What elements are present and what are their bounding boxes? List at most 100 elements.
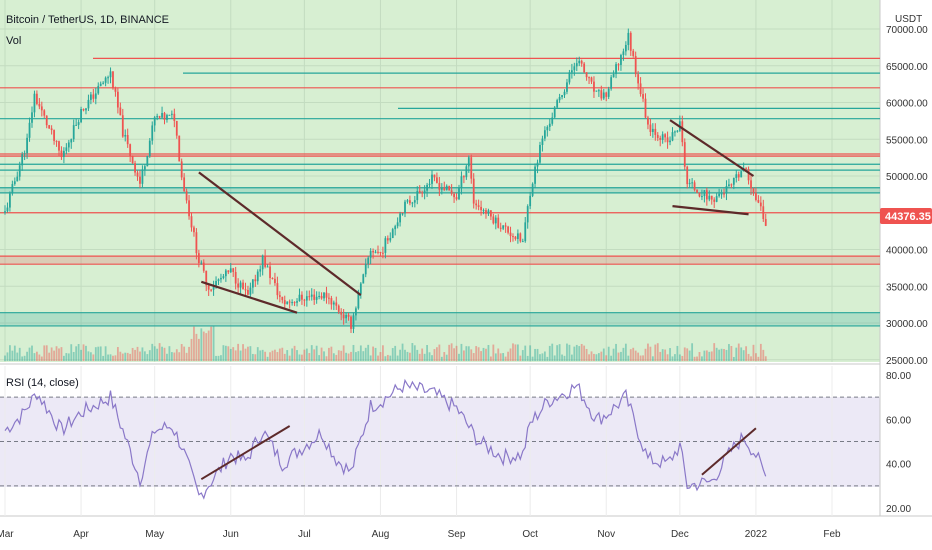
candle-body[interactable] — [80, 108, 82, 123]
candle-body[interactable] — [99, 83, 102, 86]
candle-body[interactable] — [644, 98, 647, 118]
candle-body[interactable] — [431, 174, 433, 184]
candle-body[interactable] — [77, 122, 80, 125]
candle-body[interactable] — [543, 130, 546, 139]
candle-body[interactable] — [55, 140, 58, 142]
candle-body[interactable] — [362, 274, 365, 284]
candle-body[interactable] — [215, 281, 217, 287]
candle-body[interactable] — [548, 123, 551, 127]
candle-body[interactable] — [239, 282, 242, 288]
candle-body[interactable] — [627, 32, 630, 45]
candle-body[interactable] — [242, 282, 244, 290]
candle-body[interactable] — [65, 147, 68, 151]
candle-body[interactable] — [288, 301, 291, 303]
candle-body[interactable] — [33, 93, 36, 113]
candle-body[interactable] — [75, 124, 78, 126]
candle-body[interactable] — [224, 270, 227, 277]
candle-body[interactable] — [440, 187, 443, 190]
candle-body[interactable] — [266, 266, 269, 268]
candle-body[interactable] — [764, 218, 767, 226]
candle-body[interactable] — [610, 77, 613, 89]
candle-body[interactable] — [320, 295, 323, 299]
candle-body[interactable] — [249, 287, 252, 295]
candle-body[interactable] — [519, 233, 522, 242]
candle-body[interactable] — [762, 206, 765, 219]
candle-body[interactable] — [745, 168, 748, 170]
candle-body[interactable] — [180, 161, 183, 178]
candle-body[interactable] — [607, 88, 610, 97]
candle-body[interactable] — [185, 191, 188, 201]
candle-body[interactable] — [588, 77, 590, 79]
candle-body[interactable] — [683, 142, 686, 167]
candle-body[interactable] — [161, 113, 163, 118]
candle-body[interactable] — [139, 176, 141, 184]
candle-body[interactable] — [752, 188, 755, 193]
candle-body[interactable] — [31, 112, 33, 123]
candle-body[interactable] — [104, 77, 107, 83]
candle-body[interactable] — [298, 294, 301, 302]
candle-body[interactable] — [573, 66, 576, 71]
candle-body[interactable] — [50, 128, 53, 131]
candle-body[interactable] — [205, 270, 208, 286]
candle-body[interactable] — [293, 302, 296, 304]
candle-body[interactable] — [207, 285, 210, 290]
candle-body[interactable] — [281, 296, 284, 301]
candle-body[interactable] — [232, 268, 235, 272]
candle-body[interactable] — [67, 142, 70, 148]
candle-body[interactable] — [755, 192, 757, 201]
candle-body[interactable] — [624, 44, 627, 52]
candle-body[interactable] — [45, 115, 48, 126]
candle-body[interactable] — [470, 157, 473, 179]
candle-body[interactable] — [664, 134, 667, 138]
candle-body[interactable] — [750, 180, 752, 189]
candle-body[interactable] — [175, 120, 178, 136]
candle-body[interactable] — [561, 95, 563, 98]
candle-body[interactable] — [11, 184, 14, 194]
candle-body[interactable] — [433, 174, 436, 178]
candle-body[interactable] — [92, 94, 95, 99]
candles[interactable] — [4, 28, 767, 334]
candle-body[interactable] — [367, 257, 370, 264]
candle-body[interactable] — [676, 130, 679, 132]
candle-body[interactable] — [286, 301, 289, 305]
candle-body[interactable] — [107, 77, 109, 79]
candle-body[interactable] — [666, 137, 669, 143]
candle-body[interactable] — [43, 110, 46, 116]
candle-body[interactable] — [323, 292, 325, 299]
candle-body[interactable] — [303, 299, 306, 301]
candle-body[interactable] — [247, 289, 249, 295]
candle-body[interactable] — [705, 190, 708, 200]
candle-body[interactable] — [274, 278, 276, 284]
candle-body[interactable] — [583, 63, 586, 73]
candle-body[interactable] — [747, 169, 750, 181]
candle-body[interactable] — [276, 283, 279, 296]
candle-body[interactable] — [467, 157, 470, 167]
candle-body[interactable] — [170, 113, 173, 115]
candle-body[interactable] — [261, 255, 264, 270]
candle-body[interactable] — [305, 296, 308, 301]
candle-body[interactable] — [188, 200, 190, 217]
time-tick-label[interactable]: 2022 — [745, 529, 768, 540]
candle-body[interactable] — [426, 184, 428, 191]
candle-body[interactable] — [443, 187, 446, 190]
candle-body[interactable] — [9, 193, 11, 208]
candle-body[interactable] — [647, 117, 649, 125]
candle-body[interactable] — [575, 63, 578, 67]
candle-body[interactable] — [335, 302, 338, 306]
candle-body[interactable] — [539, 144, 541, 163]
candle-body[interactable] — [377, 251, 379, 253]
candle-body[interactable] — [656, 134, 659, 138]
candle-body[interactable] — [759, 202, 762, 207]
candle-body[interactable] — [629, 32, 632, 51]
candle-body[interactable] — [472, 178, 475, 204]
candle-body[interactable] — [168, 114, 171, 116]
candle-body[interactable] — [350, 316, 352, 329]
candle-body[interactable] — [325, 292, 328, 298]
candle-body[interactable] — [283, 300, 286, 305]
candle-body[interactable] — [529, 195, 532, 207]
candle-body[interactable] — [556, 100, 559, 108]
candle-body[interactable] — [389, 238, 392, 241]
time-tick-label[interactable]: Jun — [223, 529, 239, 540]
candle-body[interactable] — [72, 125, 75, 140]
time-tick-label[interactable]: Feb — [823, 529, 841, 540]
